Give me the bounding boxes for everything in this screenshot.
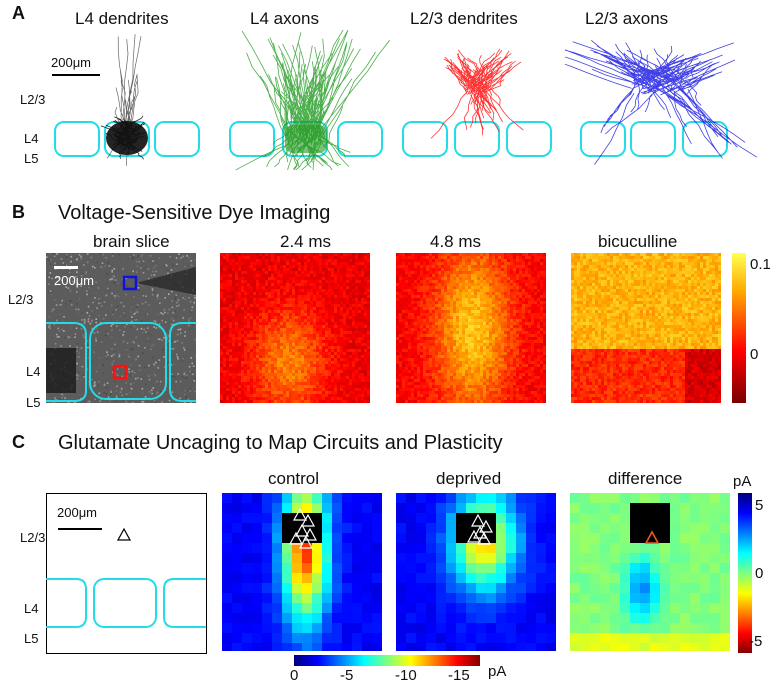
b-colorbar — [732, 253, 746, 403]
a-title-l4-axons: L4 axons — [250, 9, 319, 28]
b-brain-slice-image — [46, 253, 196, 403]
b-title-brain-slice: brain slice — [93, 232, 170, 251]
b-colorbar-tick-top: 0.1 — [750, 256, 771, 273]
c-bottom-colorbar-tick-minus15: -15 — [448, 667, 470, 684]
a-layer-l5: L5 — [24, 151, 39, 166]
a-title-l23-dendrites: L2/3 dendrites — [410, 9, 518, 28]
c-map-control — [222, 493, 382, 651]
panel-b-letter: B — [12, 202, 25, 222]
c-layer-l23: L2/3 — [20, 530, 46, 545]
c-right-colorbar-unit: pA — [733, 473, 752, 490]
b-heading: Voltage-Sensitive Dye Imaging — [58, 202, 331, 224]
b-map-2-4ms — [220, 253, 370, 403]
c-layer-l4: L4 — [24, 601, 39, 616]
b-map-4-8ms — [396, 253, 546, 403]
c-right-colorbar-tick-5: 5 — [755, 497, 764, 514]
c-map-deprived — [396, 493, 556, 651]
a-layer-l23: L2/3 — [20, 92, 46, 107]
c-bottom-colorbar-tick-0: 0 — [290, 667, 299, 684]
a-scale-bar — [52, 74, 100, 76]
panel-a-letter: A — [12, 3, 25, 23]
a-morphology-l4-axons — [229, 30, 390, 170]
c-title-difference: difference — [608, 469, 683, 488]
a-morphology-l4-dendrites — [54, 34, 200, 166]
c-scale-label: 200μm — [57, 505, 98, 520]
b-layer-l5: L5 — [26, 395, 41, 410]
a-layer-l4: L4 — [24, 131, 39, 146]
b-layer-l4: L4 — [26, 364, 41, 379]
b-title-bicuculline: bicuculline — [598, 232, 678, 251]
b-scale-label: 200μm — [54, 273, 95, 288]
c-right-colorbar — [738, 493, 752, 653]
c-schematic — [46, 493, 207, 654]
b-layer-l23: L2/3 — [8, 292, 34, 307]
panel-c-letter: C — [12, 432, 25, 452]
a-morphology-l23-dendrites — [402, 48, 552, 157]
c-layer-l5: L5 — [24, 631, 39, 646]
c-right-colorbar-tick-minus5: -5 — [749, 633, 763, 650]
b-map-bicuculline — [571, 253, 721, 403]
c-title-deprived: deprived — [436, 469, 502, 488]
a-title-l4-dendrites: L4 dendrites — [75, 9, 169, 28]
b-colorbar-tick-zero: 0 — [750, 346, 759, 363]
c-map-difference — [570, 493, 730, 651]
a-morphology-l23-axons — [565, 39, 758, 165]
a-scale-label: 200μm — [51, 55, 92, 70]
b-title-2-4ms: 2.4 ms — [280, 232, 332, 251]
c-bottom-colorbar-unit: pA — [488, 663, 507, 680]
c-bottom-colorbar-tick-minus10: -10 — [395, 667, 417, 684]
c-right-colorbar-tick-0: 0 — [755, 565, 764, 582]
b-title-4-8ms: 4.8 ms — [430, 232, 482, 251]
c-bottom-colorbar — [294, 655, 480, 666]
c-heading: Glutamate Uncaging to Map Circuits and P… — [58, 432, 503, 454]
a-title-l23-axons: L2/3 axons — [585, 9, 669, 28]
c-title-control: control — [268, 469, 320, 488]
c-bottom-colorbar-tick-minus5: -5 — [340, 667, 354, 684]
